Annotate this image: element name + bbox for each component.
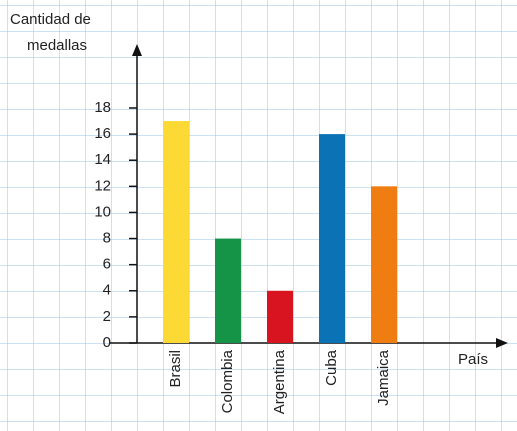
bar xyxy=(267,290,293,343)
bar xyxy=(371,186,397,343)
y-tick-label: 8 xyxy=(103,230,111,247)
y-tick-label: 16 xyxy=(94,125,111,142)
y-tick-label: 18 xyxy=(94,99,111,116)
x-axis-arrow xyxy=(496,338,508,348)
x-tick-label: Brasil xyxy=(167,350,184,388)
y-tick-label: 12 xyxy=(94,177,111,194)
bar xyxy=(163,121,189,343)
y-tick-label: 14 xyxy=(94,151,111,168)
y-tick-label: 4 xyxy=(103,282,111,299)
y-tick-label: 2 xyxy=(103,308,111,325)
x-tick-label: Cuba xyxy=(323,349,340,386)
bar xyxy=(215,238,241,343)
x-tick-label: Colombia xyxy=(219,349,236,413)
y-tick-label: 10 xyxy=(94,203,111,220)
y-tick-label: 6 xyxy=(103,256,111,273)
bar xyxy=(319,134,345,343)
y-axis-label: Cantidad de xyxy=(10,11,91,28)
x-tick-label: Jamaica xyxy=(375,349,392,406)
y-axis-arrow xyxy=(132,44,142,56)
y-tick-label: 0 xyxy=(103,334,111,351)
y-axis-label: medallas xyxy=(27,37,87,54)
x-tick-label: Argentina xyxy=(271,349,288,414)
x-axis-label: País xyxy=(458,351,488,368)
